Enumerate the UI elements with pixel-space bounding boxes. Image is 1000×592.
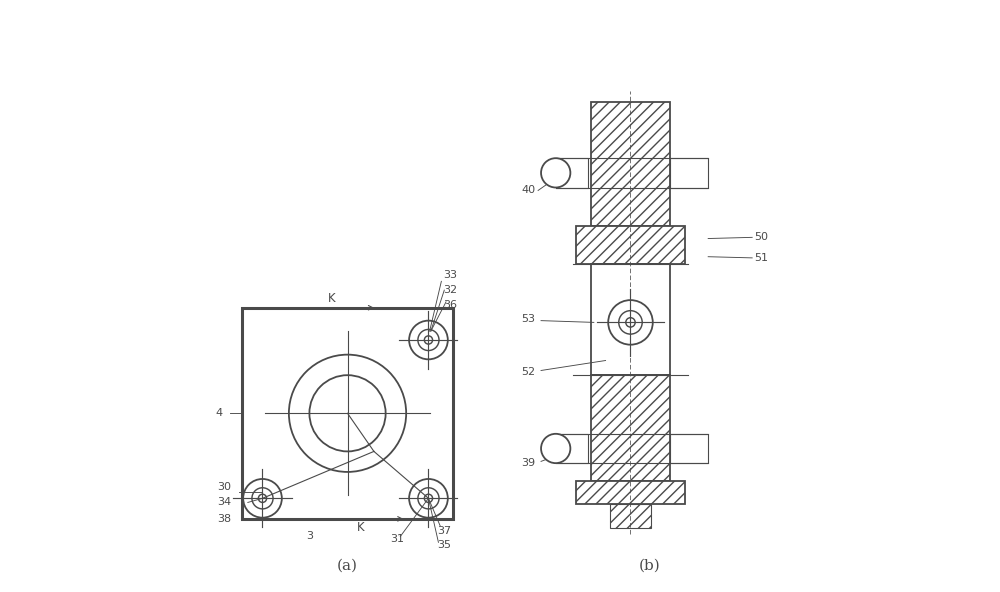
Text: 39: 39 bbox=[521, 458, 535, 468]
Bar bbox=[610, 504, 651, 527]
Text: 35: 35 bbox=[437, 540, 451, 550]
Text: 31: 31 bbox=[390, 535, 404, 545]
Text: (b): (b) bbox=[639, 559, 660, 573]
Circle shape bbox=[541, 434, 570, 463]
Bar bbox=[556, 158, 588, 188]
Bar bbox=[556, 434, 588, 463]
Text: 53: 53 bbox=[521, 314, 535, 324]
Bar bbox=[670, 158, 708, 188]
Text: 32: 32 bbox=[443, 285, 457, 295]
Text: K: K bbox=[328, 292, 336, 305]
Bar bbox=[242, 308, 453, 519]
Bar bbox=[576, 481, 685, 504]
Text: 38: 38 bbox=[217, 514, 231, 524]
Circle shape bbox=[541, 158, 570, 188]
Text: 33: 33 bbox=[443, 271, 457, 281]
Text: (a): (a) bbox=[337, 559, 358, 573]
Text: K: K bbox=[357, 520, 365, 533]
Bar bbox=[591, 264, 670, 375]
Text: 34: 34 bbox=[217, 497, 231, 507]
Text: 30: 30 bbox=[217, 482, 231, 491]
Bar bbox=[670, 434, 708, 463]
Text: 40: 40 bbox=[521, 185, 535, 195]
Bar bbox=[591, 375, 670, 481]
Bar bbox=[591, 102, 670, 226]
Text: 4: 4 bbox=[215, 408, 222, 419]
Text: 51: 51 bbox=[754, 253, 768, 263]
Text: 37: 37 bbox=[437, 526, 451, 536]
Bar bbox=[576, 226, 685, 264]
Text: 50: 50 bbox=[754, 232, 768, 242]
Text: 36: 36 bbox=[443, 300, 457, 310]
Text: 3: 3 bbox=[306, 532, 313, 542]
Text: 52: 52 bbox=[521, 367, 535, 377]
